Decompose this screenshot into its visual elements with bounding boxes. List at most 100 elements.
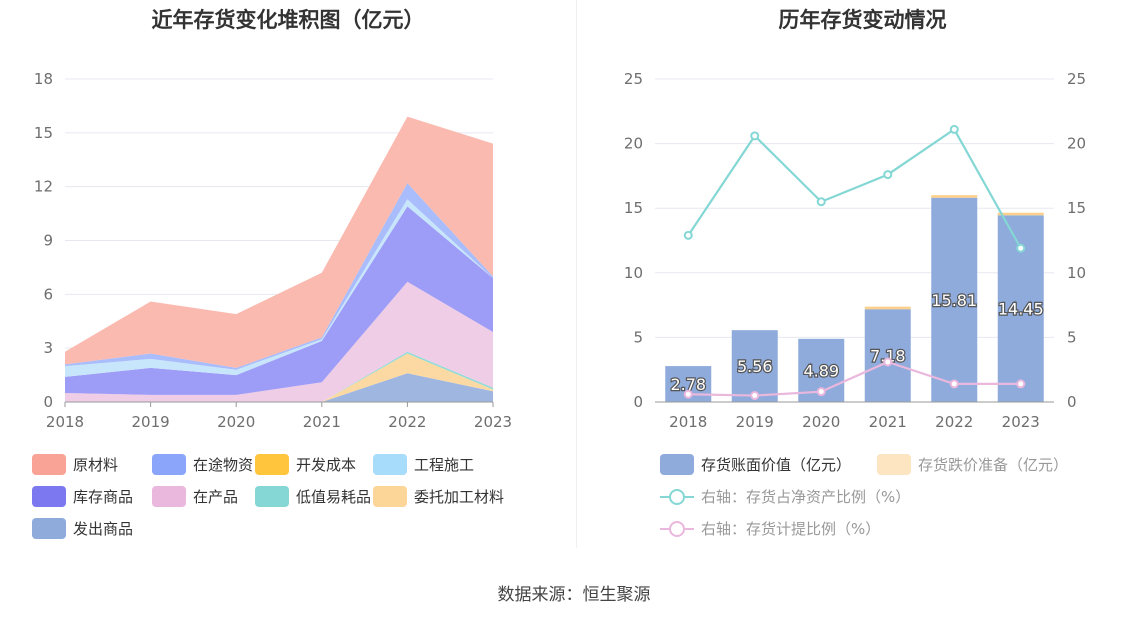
legend-swatch — [32, 518, 66, 539]
bar-stack — [864, 306, 911, 310]
bar — [931, 197, 978, 402]
legend-label: 开发成本 — [296, 456, 357, 474]
x-tick-label: 2022 — [935, 413, 973, 431]
data-source-note: 数据来源：恒生聚源 — [497, 585, 651, 605]
legend-item[interactable]: 存货账面价值（亿元） — [660, 454, 851, 475]
legend-swatch — [255, 486, 289, 507]
legend-label: 存货账面价值（亿元） — [701, 456, 852, 474]
y-tick-label-right: 10 — [1067, 264, 1086, 282]
bar-value-label: 15.81 — [931, 291, 977, 310]
area-series-8 — [65, 183, 493, 370]
y-tick-label-left: 15 — [624, 199, 643, 217]
line-point — [949, 124, 959, 134]
line-series-2 — [688, 360, 1021, 397]
legend-swatch — [877, 454, 911, 475]
legend-label: 发出商品 — [73, 520, 134, 538]
legend-label: 右轴：存货占净资产比例（%） — [701, 488, 911, 506]
y-tick-label: 18 — [34, 70, 53, 88]
y-tick-label-left: 10 — [624, 264, 643, 282]
area-series-4 — [65, 281, 493, 402]
legend-label: 在产品 — [193, 488, 239, 506]
line-point — [883, 170, 893, 180]
x-tick-label: 2022 — [388, 413, 426, 431]
bar-value-label: 2.78 — [670, 375, 706, 394]
y-tick-label-left: 20 — [624, 135, 643, 153]
x-tick-label: 2019 — [132, 413, 170, 431]
y-tick-label-right: 15 — [1067, 199, 1086, 217]
line-point — [1016, 379, 1026, 389]
y-tick-label-left: 25 — [624, 70, 643, 88]
x-tick-label: 2021 — [869, 413, 907, 431]
legend-label: 在途物资 — [193, 456, 254, 474]
x-tick-label: 2020 — [802, 413, 840, 431]
legend-swatch — [255, 454, 289, 475]
legend-item[interactable]: 在途物资 — [152, 454, 253, 475]
y-tick-label-right: 20 — [1067, 135, 1086, 153]
bar-line-legend: 存货账面价值（亿元） 存货跌价准备（亿元） 右轴：存货占净资产比例（%） 右轴：存货计… — [577, 0, 1148, 550]
line-point — [683, 230, 693, 240]
area-series-9 — [65, 116, 493, 368]
legend-item[interactable]: 委托加工材料 — [373, 486, 504, 507]
legend-swatch — [152, 454, 186, 475]
y-tick-label-left: 0 — [633, 393, 643, 411]
bar — [864, 309, 911, 402]
y-tick-label-right: 5 — [1067, 328, 1077, 346]
y-tick-label: 15 — [34, 124, 53, 142]
y-tick-label: 9 — [43, 232, 53, 250]
legend-label: 工程施工 — [414, 456, 475, 474]
bar-value-label: 4.89 — [803, 361, 839, 380]
legend-item[interactable]: 右轴：存货计提比例（%） — [660, 518, 880, 539]
y-tick-label-right: 25 — [1067, 70, 1086, 88]
y-tick-label: 12 — [34, 178, 53, 196]
legend-swatch — [373, 486, 407, 507]
x-tick-label: 2023 — [474, 413, 512, 431]
legend-label: 原材料 — [73, 456, 119, 474]
line-series-1 — [687, 127, 1022, 249]
legend-item[interactable]: 库存商品 — [32, 486, 133, 507]
y-tick-label-right: 0 — [1067, 393, 1077, 411]
legend-label: 存货跌价准备（亿元） — [918, 456, 1069, 474]
area-series-5 — [65, 206, 493, 395]
bar-stack — [997, 212, 1044, 216]
bar — [731, 330, 778, 402]
stacked-area-legend: 原材料 在途物资 开发成本 工程施工库存商品 在产品 低值易耗品 委托加工材料发出商品 — [0, 0, 576, 550]
x-tick-label: 2018 — [669, 413, 707, 431]
legend-swatch — [32, 454, 66, 475]
stacked-area-chart-panel: 近年存货变化堆积图（亿元） 0 3 6 9 12 15 18 2018 2019 2020 2021… — [0, 0, 576, 550]
legend-item[interactable]: 原材料 — [32, 454, 118, 475]
bar-stack — [931, 195, 978, 198]
panel-divider — [576, 0, 577, 548]
legend-item[interactable]: 在产品 — [152, 486, 238, 507]
line-point — [750, 131, 760, 141]
bar-value-label: 5.56 — [737, 357, 773, 376]
area-series-1 — [65, 373, 493, 402]
legend-item[interactable]: 存货跌价准备（亿元） — [877, 454, 1068, 475]
y-tick-label-left: 5 — [633, 328, 643, 346]
line-point — [949, 379, 959, 389]
legend-swatch — [152, 486, 186, 507]
legend-label: 右轴：存货计提比例（%） — [701, 520, 881, 538]
bar-line-chart: 0 5 10 15 20 25 0 5 10 15 20 25 2.78 5.56 4.89 7.18 15.8… — [624, 70, 1086, 431]
bar-value-label: 7.18 — [870, 347, 906, 366]
legend-item[interactable]: 发出商品 — [32, 518, 133, 539]
chart-title: 近年存货变化堆积图（亿元） — [151, 8, 425, 32]
x-tick-label: 2023 — [1002, 413, 1040, 431]
stacked-area-chart: 0 3 6 9 12 15 18 2018 2019 2020 2021 2022 2023 — [34, 70, 512, 431]
line-point — [1016, 243, 1026, 253]
x-tick-label: 2021 — [303, 413, 341, 431]
legend-item[interactable]: 工程施工 — [373, 454, 474, 475]
legend-swatch — [660, 454, 694, 475]
bar-line-chart-panel: 历年存货变动情况 0 5 10 15 20 25 0 5 10 15 20 25 2.78 5.56 4.8… — [577, 0, 1148, 550]
legend-label: 库存商品 — [73, 488, 134, 506]
x-tick-label: 2020 — [217, 413, 255, 431]
legend-item[interactable]: 开发成本 — [255, 454, 356, 475]
y-tick-label: 3 — [43, 339, 53, 357]
legend-item[interactable]: 低值易耗品 — [255, 486, 371, 507]
y-tick-label: 6 — [43, 285, 53, 303]
legend-swatch — [660, 486, 694, 507]
legend-swatch — [32, 486, 66, 507]
bar-value-label: 14.45 — [998, 300, 1044, 319]
line-point — [816, 197, 826, 207]
y-tick-label: 0 — [43, 393, 53, 411]
legend-item[interactable]: 右轴：存货占净资产比例（%） — [660, 486, 910, 507]
